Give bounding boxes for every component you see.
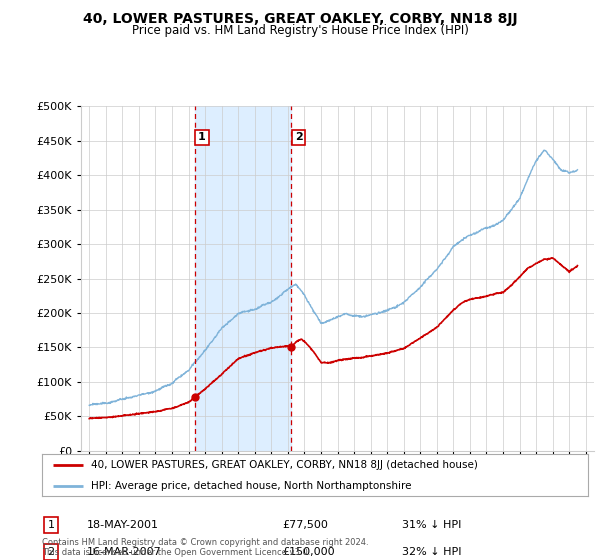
Text: Price paid vs. HM Land Registry's House Price Index (HPI): Price paid vs. HM Land Registry's House … <box>131 24 469 36</box>
Text: 40, LOWER PASTURES, GREAT OAKLEY, CORBY, NN18 8JJ (detached house): 40, LOWER PASTURES, GREAT OAKLEY, CORBY,… <box>91 460 478 470</box>
Bar <box>195 106 292 451</box>
Text: HPI: Average price, detached house, North Northamptonshire: HPI: Average price, detached house, Nort… <box>91 482 412 491</box>
Text: £77,500: £77,500 <box>282 520 328 530</box>
Text: Contains HM Land Registry data © Crown copyright and database right 2024.
This d: Contains HM Land Registry data © Crown c… <box>42 538 368 557</box>
Text: £150,000: £150,000 <box>282 547 335 557</box>
Text: 18-MAY-2001: 18-MAY-2001 <box>87 520 159 530</box>
Text: 40, LOWER PASTURES, GREAT OAKLEY, CORBY, NN18 8JJ: 40, LOWER PASTURES, GREAT OAKLEY, CORBY,… <box>83 12 517 26</box>
Text: 32% ↓ HPI: 32% ↓ HPI <box>402 547 461 557</box>
Text: 2: 2 <box>47 547 55 557</box>
Text: 2: 2 <box>295 132 302 142</box>
Text: 16-MAR-2007: 16-MAR-2007 <box>87 547 162 557</box>
Text: 1: 1 <box>47 520 55 530</box>
Text: 31% ↓ HPI: 31% ↓ HPI <box>402 520 461 530</box>
Text: 1: 1 <box>198 132 206 142</box>
